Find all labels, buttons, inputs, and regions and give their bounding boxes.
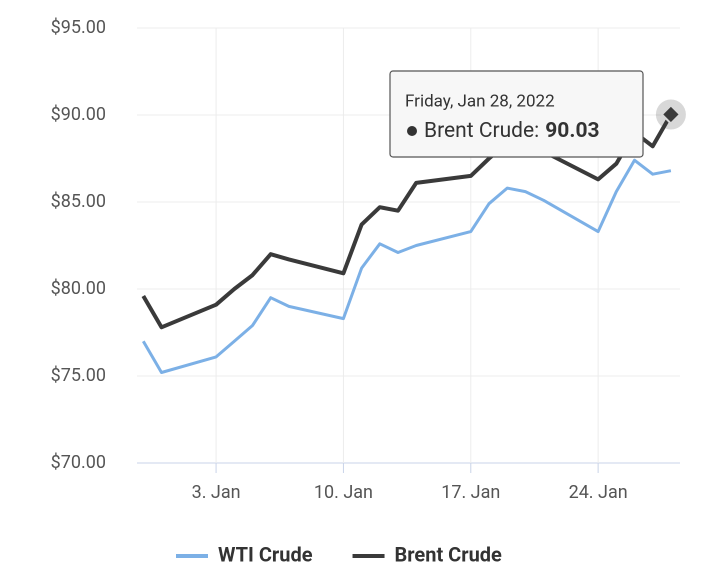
tooltip-dot — [407, 126, 417, 136]
y-tick-label: $85.00 — [51, 191, 106, 212]
tooltip: Friday, Jan 28, 2022 Brent Crude: 90.03 — [389, 70, 644, 158]
series-line — [142, 158, 672, 374]
x-tick-label: 10. Jan — [314, 482, 373, 503]
y-tick-label: $95.00 — [51, 17, 106, 38]
tooltip-header: Friday, Jan 28, 2022 — [405, 91, 555, 111]
grid: $70.00 $75.00 $80.00 $85.00 $90.00 $95.00 3. J… — [51, 17, 680, 503]
plot — [141, 99, 686, 374]
tooltip-label: Brent Crude: — [424, 119, 539, 143]
x-tick-label: 3. Jan — [192, 482, 241, 503]
series-line — [141, 113, 673, 330]
tooltip-value: 90.03 — [545, 119, 599, 143]
x-tick-label: 17. Jan — [441, 482, 500, 503]
x-tick-label: 24. Jan — [569, 482, 628, 503]
y-tick-label: $75.00 — [51, 365, 106, 386]
y-tick-label: $70.00 — [51, 452, 106, 473]
tooltip-text: Brent Crude: 90.03 — [424, 119, 600, 143]
legend-label: Brent Crude — [395, 542, 503, 566]
y-tick-label: $80.00 — [51, 278, 106, 299]
legend: WTI Crude Brent Crude — [176, 542, 502, 566]
y-tick-label: $90.00 — [51, 104, 106, 125]
tooltip-box — [389, 70, 644, 158]
legend-label: WTI Crude — [218, 542, 313, 566]
hover-halo — [655, 99, 686, 130]
hover-marker — [660, 104, 682, 125]
